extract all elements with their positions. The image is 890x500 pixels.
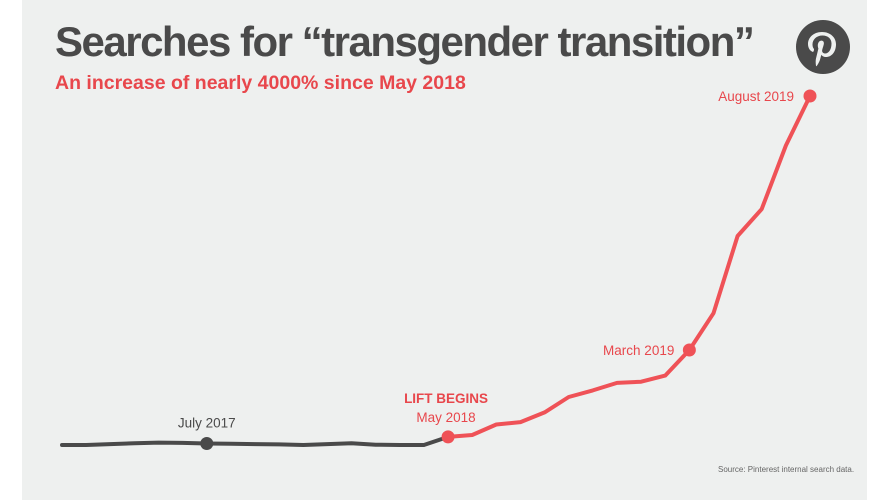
- source-note: Source: Pinterest internal search data.: [718, 465, 855, 474]
- annotation-marker-2: [682, 343, 696, 357]
- annotation-label-1: May 2018: [416, 410, 475, 425]
- series-line-before-lift: [60, 434, 451, 447]
- chart-title: Searches for “transgender transition”: [55, 18, 755, 65]
- annotation-label-2: March 2019: [603, 343, 674, 358]
- chart-panel: [22, 0, 867, 500]
- annotation-marker-1: [441, 430, 455, 444]
- chart-subtitle: An increase of nearly 4000% since May 20…: [55, 72, 466, 94]
- annotation-note-1: LIFT BEGINS: [404, 391, 488, 406]
- annotation-marker-0: [200, 436, 214, 450]
- series-line-after-lift: [446, 94, 812, 439]
- pinterest-logo-icon: [796, 20, 850, 74]
- annotation-label-3: August 2019: [718, 89, 794, 104]
- annotation-marker-3: [803, 89, 817, 103]
- annotation-label-0: July 2017: [178, 415, 236, 430]
